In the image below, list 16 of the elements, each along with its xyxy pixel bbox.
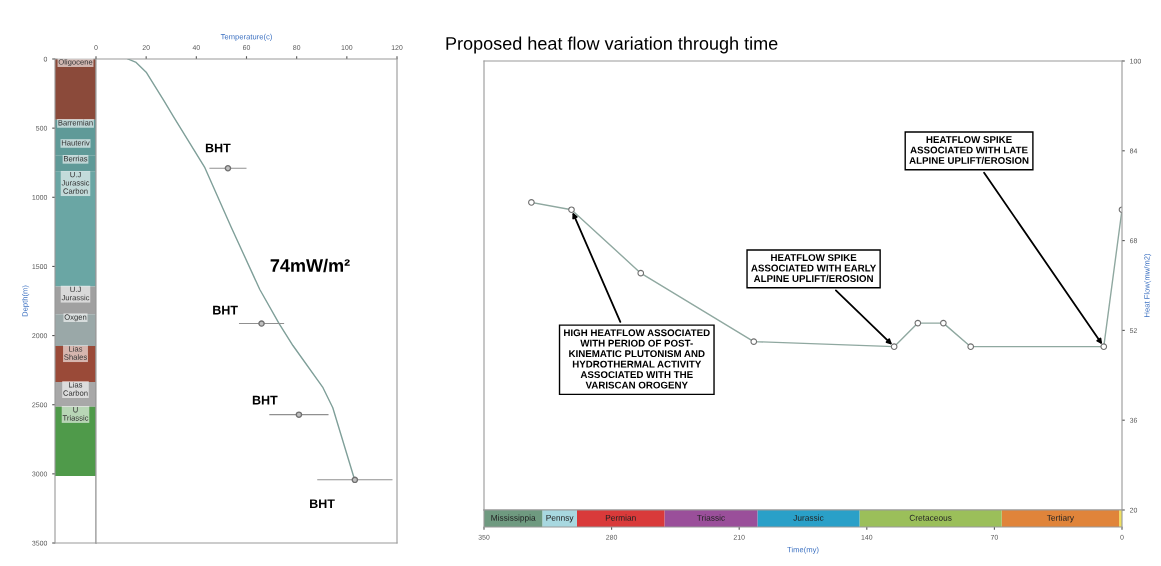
annotation: BHT bbox=[252, 395, 278, 405]
annotation: BHT bbox=[205, 143, 231, 153]
series-label: Mississippia bbox=[491, 514, 536, 523]
series-label: Tertiary bbox=[1046, 514, 1075, 523]
series-label: Jurassic bbox=[793, 514, 824, 521]
annotation: BHT bbox=[213, 305, 238, 315]
series-label: Pennsy bbox=[546, 514, 574, 523]
annotation: 74mW/m² bbox=[270, 258, 350, 273]
annotation: HIGH HEATFLOW ASSOCIATED WITH PERIOD OF POST- KINEMATIC PLUTONISM AND HYDROTHERMAL ACTIVITY ASSOCIATED WITH THE VARISCAN OROGENY bbox=[564, 329, 710, 389]
annotation: HEATFLOW SPIKE ASSOCIATED WITH EARLY ALPINE UPLIFT/EROSION bbox=[751, 254, 877, 283]
series-label: Permian bbox=[605, 514, 636, 521]
chart-title: Proposed heat flow variation through time bbox=[446, 36, 778, 54]
series-label: Triassic bbox=[696, 514, 725, 521]
series-label: Cretaceous bbox=[909, 514, 952, 521]
annotation: BHT bbox=[310, 499, 335, 508]
annotation: HEATFLOW SPIKE ASSOCIATED WITH LATE ALPINE UPLIFT/EROSION bbox=[909, 136, 1029, 165]
